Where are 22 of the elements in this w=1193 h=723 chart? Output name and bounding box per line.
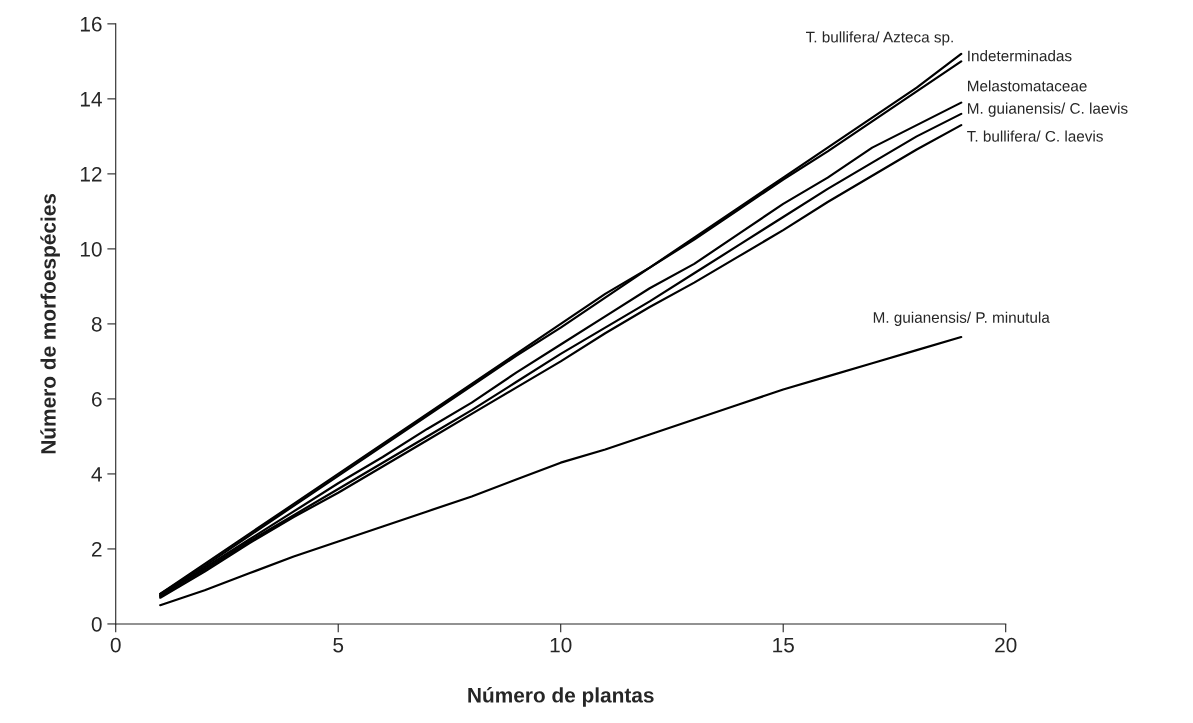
series-label: M. guianensis/ P. minutula	[873, 311, 1050, 326]
y-tick-label: 6	[92, 391, 102, 407]
series-label: Melastomataceae	[968, 80, 1087, 92]
x-axis-title: Número de plantas	[468, 687, 654, 707]
y-tick-label: 2	[91, 541, 102, 557]
series-label: T. bullifera/ C. laevis	[967, 130, 1103, 142]
series-label: Indeterminadas	[968, 50, 1072, 62]
x-tick-label: 5	[333, 637, 344, 653]
y-axis-title: Número de morfoespécies	[40, 193, 60, 454]
y-tick-label: 14	[80, 92, 102, 107]
y-tick-label: 4	[91, 467, 102, 482]
x-tick-label: 0	[110, 637, 121, 653]
y-tick-label: 12	[80, 166, 102, 182]
series-label: M. guianensis/ C. laevis	[968, 102, 1128, 117]
y-tick-label: 8	[91, 316, 102, 332]
y-tick-label: 0	[91, 616, 102, 632]
x-tick-label: 10	[550, 637, 572, 653]
x-tick-label: 15	[773, 637, 794, 653]
y-tick-label: 16	[80, 16, 102, 32]
y-tick-label: 10	[80, 241, 102, 257]
series-label: T. bullifera/ Azteca sp.	[806, 31, 953, 46]
x-tick-label: 20	[995, 637, 1017, 653]
